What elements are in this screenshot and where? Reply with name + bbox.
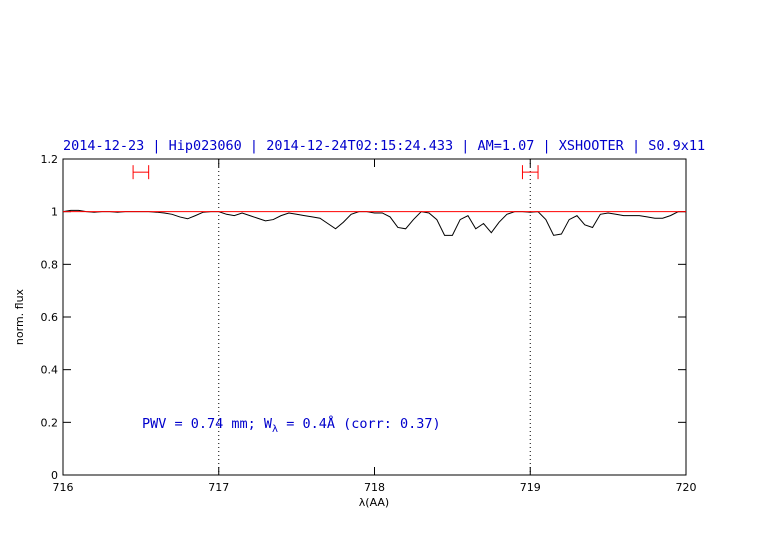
annotation-subscript: λ xyxy=(272,424,278,435)
annotation: PWV = 0.74 mm; Wλ = 0.4Å (corr: 0.37) xyxy=(142,415,441,435)
y-tick-label: 0.2 xyxy=(41,416,59,429)
x-axis-label: λ(AA) xyxy=(359,496,389,509)
x-tick-label: 717 xyxy=(208,481,229,494)
y-tick-label: 0.6 xyxy=(41,311,59,324)
x-tick-label: 716 xyxy=(53,481,74,494)
x-tick-label: 718 xyxy=(364,481,385,494)
y-tick-label: 1 xyxy=(51,206,58,219)
annotation-text: = 0.4Å (corr: 0.37) xyxy=(278,415,441,432)
y-tick-label: 0.4 xyxy=(41,364,59,377)
annotation-text: PWV = 0.74 mm; W xyxy=(142,416,273,432)
spectrum-line xyxy=(62,209,686,236)
chart-title: 2014-12-23 | Hip023060 | 2014-12-24T02:1… xyxy=(63,138,705,154)
x-tick-label: 720 xyxy=(676,481,697,494)
y-tick-label: 0 xyxy=(51,469,58,482)
y-tick-label: 1.2 xyxy=(41,153,59,166)
y-axis-label: norm. flux xyxy=(13,288,26,345)
x-tick-label: 719 xyxy=(520,481,541,494)
y-tick-label: 0.8 xyxy=(41,258,59,271)
